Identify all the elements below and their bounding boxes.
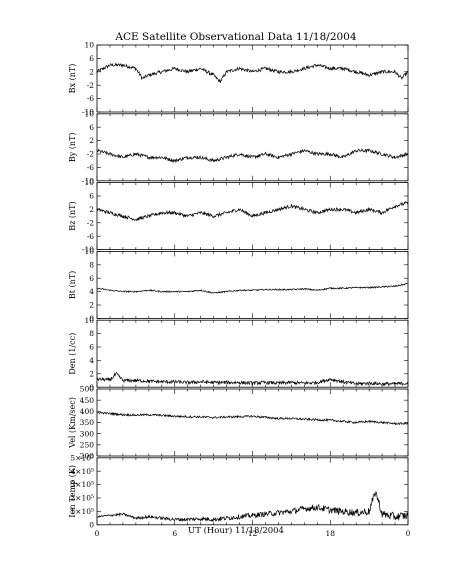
ytick-label-bx-1: 6 — [89, 54, 94, 63]
ytick-label-den-3: 4 — [89, 356, 94, 365]
ytick-label-temp-0: 5×10⁵ — [70, 453, 94, 462]
ytick-label-temp-5: 0 — [89, 520, 94, 529]
ytick-label-bt-4: 2 — [89, 301, 94, 310]
panel-bx: 10 6 2 -2 -6 -10 Bx (nT) — [68, 41, 409, 117]
series-line-den — [96, 371, 409, 387]
ytick-label-bx-3: -2 — [87, 81, 95, 90]
ytick-label-vel-5: 250 — [80, 440, 95, 449]
ylabel-temp: Ion Temp (K) — [68, 465, 77, 518]
ylabel-by: By (nT) — [68, 132, 77, 162]
ytick-label-temp-3: 2×10⁵ — [70, 494, 94, 503]
xtick-label-3: 18 — [325, 529, 335, 538]
ytick-label-bz-1: 6 — [89, 192, 94, 201]
x-axis-label: UT (Hour) 11/18/2004 — [188, 525, 284, 536]
series-line-bx — [96, 62, 409, 84]
series-line-vel — [96, 411, 409, 426]
ytick-label-vel-0: 500 — [80, 385, 95, 394]
ytick-label-temp-2: 3×10⁵ — [70, 480, 94, 489]
panel-frame-bt — [96, 250, 409, 319]
ytick-label-bt-2: 6 — [89, 274, 94, 283]
panel-by: 10 6 2 -2 -6 -10 By (nT) — [68, 109, 409, 185]
chart-title: ACE Satellite Observational Data 11/18/2… — [114, 31, 356, 43]
ylabel-bz: Bz (nT) — [68, 201, 77, 230]
ytick-label-temp-4: 1×10⁵ — [70, 507, 94, 516]
ylabel-bt: Bt (nT) — [68, 271, 77, 299]
ytick-label-by-2: 2 — [89, 136, 94, 145]
ytick-label-bx-0: 10 — [84, 41, 94, 50]
ytick-label-bx-5: -10 — [82, 108, 94, 117]
ytick-label-bt-5: 0 — [89, 314, 94, 323]
ytick-label-bz-4: -6 — [87, 232, 95, 241]
ytick-label-bt-1: 8 — [89, 260, 94, 269]
ytick-label-by-0: 10 — [84, 109, 94, 118]
panel-den: 10 8 6 4 2 0 Den (1/cc) — [68, 316, 409, 392]
ytick-label-vel-1: 450 — [80, 396, 95, 405]
ytick-label-bz-3: -2 — [87, 218, 95, 227]
series-line-by — [96, 148, 409, 164]
ytick-label-by-4: -6 — [87, 163, 95, 172]
ytick-label-den-5: 0 — [89, 383, 94, 392]
xtick-label-0: 0 — [95, 529, 100, 538]
ytick-label-bz-5: -10 — [82, 245, 94, 254]
ylabel-bx: Bx (nT) — [68, 64, 77, 94]
series-line-bz — [96, 200, 409, 222]
ylabel-vel: Vel (Km/sec) — [68, 397, 77, 449]
panel-bt: 10 8 6 4 2 0 Bt (nT) — [68, 247, 409, 323]
ytick-label-bt-0: 10 — [84, 247, 94, 256]
ytick-label-vel-2: 400 — [80, 407, 95, 416]
series-line-bt — [96, 283, 409, 294]
ytick-label-bx-2: 2 — [89, 67, 94, 76]
ytick-label-bz-2: 2 — [89, 205, 94, 214]
ytick-label-by-3: -2 — [87, 150, 95, 159]
ytick-label-bz-0: 10 — [84, 178, 94, 187]
ytick-label-den-0: 10 — [84, 316, 94, 325]
ytick-label-by-5: -10 — [82, 176, 94, 185]
ytick-label-den-4: 2 — [89, 369, 94, 378]
xtick-label-2: 12 — [248, 529, 258, 538]
ytick-label-by-1: 6 — [89, 123, 94, 132]
panel-frame-bx — [96, 44, 409, 113]
ytick-label-vel-3: 350 — [80, 418, 95, 427]
panel-temp: 5×10⁵ 4×10⁵ 3×10⁵ 2×10⁵ 1×10⁵ 0 Ion Temp (K) 0 6… — [68, 453, 411, 537]
panel-bz: 10 6 2 -2 -6 -10 Bz (nT) — [68, 178, 409, 254]
ylabel-den: Den (1/cc) — [68, 333, 77, 375]
series-line-temp — [96, 491, 409, 523]
ytick-label-vel-4: 300 — [80, 429, 95, 438]
panel-frame-vel — [96, 388, 409, 457]
ytick-label-bx-4: -6 — [87, 94, 95, 103]
panels: 10 6 2 -2 -6 -10 Bx (nT) 10 6 2 -2 -6 -10 By (nT) 10 6 2… — [68, 41, 411, 538]
ytick-label-temp-1: 4×10⁵ — [70, 467, 94, 476]
xtick-label-1: 6 — [172, 529, 177, 538]
ytick-label-vel-6: 200 — [80, 452, 95, 461]
panel-frame-den — [96, 319, 409, 388]
ytick-label-den-2: 6 — [89, 343, 94, 352]
ytick-label-bt-3: 4 — [89, 287, 94, 296]
ytick-label-den-1: 8 — [89, 329, 94, 338]
xtick-label-4: 0 — [406, 529, 411, 538]
panel-frame-by — [96, 113, 409, 182]
